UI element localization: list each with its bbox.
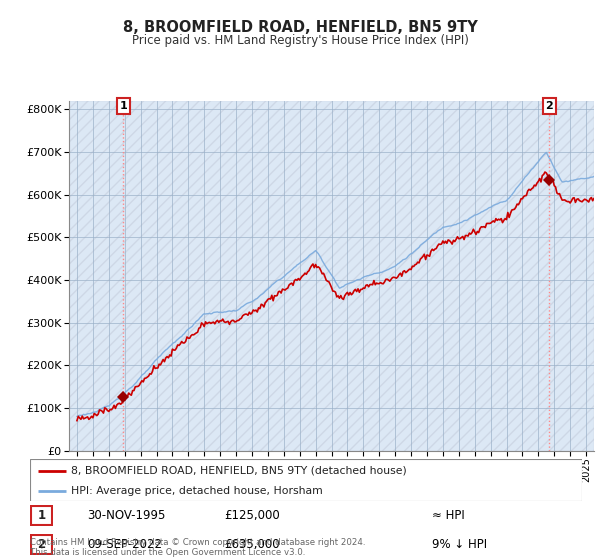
Text: 2: 2 [37, 538, 46, 552]
Text: ≈ HPI: ≈ HPI [432, 509, 465, 522]
Text: 30-NOV-1995: 30-NOV-1995 [87, 509, 166, 522]
Text: £125,000: £125,000 [224, 509, 280, 522]
Text: 8, BROOMFIELD ROAD, HENFIELD, BN5 9TY: 8, BROOMFIELD ROAD, HENFIELD, BN5 9TY [122, 20, 478, 35]
Text: £635,000: £635,000 [224, 538, 280, 552]
Text: Price paid vs. HM Land Registry's House Price Index (HPI): Price paid vs. HM Land Registry's House … [131, 34, 469, 46]
Text: 09-SEP-2022: 09-SEP-2022 [87, 538, 162, 552]
Text: HPI: Average price, detached house, Horsham: HPI: Average price, detached house, Hors… [71, 486, 323, 496]
FancyBboxPatch shape [31, 506, 52, 525]
Text: Contains HM Land Registry data © Crown copyright and database right 2024.
This d: Contains HM Land Registry data © Crown c… [30, 538, 365, 557]
Text: 9% ↓ HPI: 9% ↓ HPI [432, 538, 487, 552]
Text: 2: 2 [545, 101, 553, 111]
Text: 8, BROOMFIELD ROAD, HENFIELD, BN5 9TY (detached house): 8, BROOMFIELD ROAD, HENFIELD, BN5 9TY (d… [71, 465, 407, 475]
Text: 1: 1 [37, 509, 46, 522]
FancyBboxPatch shape [31, 535, 52, 554]
Text: 1: 1 [119, 101, 127, 111]
